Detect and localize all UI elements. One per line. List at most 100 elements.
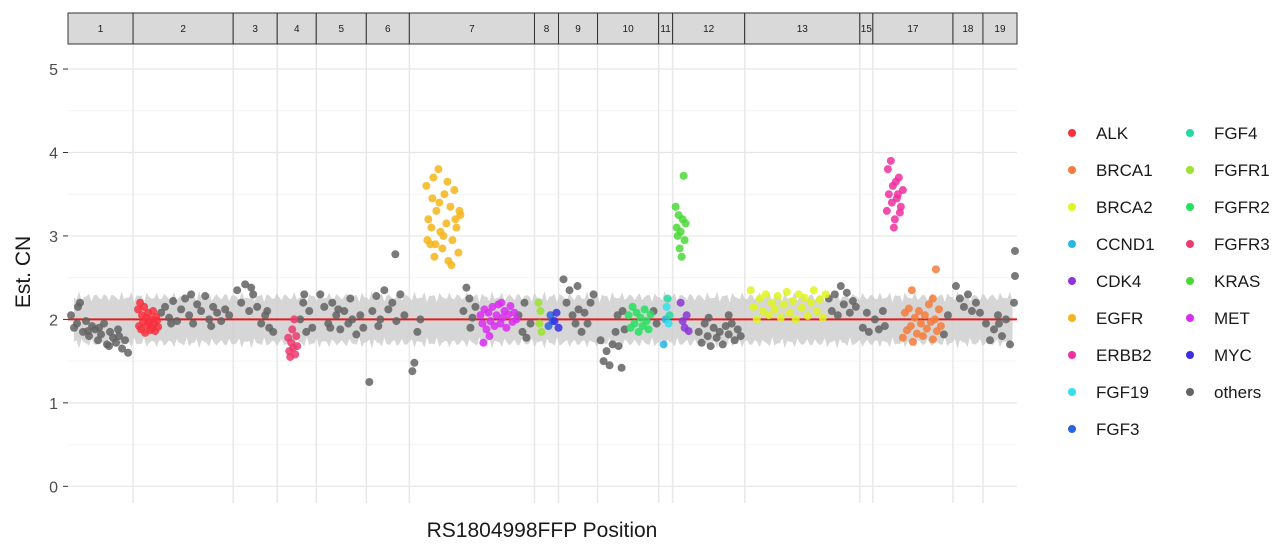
legend-key-fgf19 <box>1068 388 1076 396</box>
data-point-brca2 <box>774 292 782 300</box>
data-point-others <box>1011 247 1019 255</box>
data-point-egfr <box>450 186 458 194</box>
data-point-others <box>105 342 113 350</box>
data-point-brca1 <box>929 335 937 343</box>
data-point-brca2 <box>753 315 761 323</box>
y-axis: 0 1 2 3 4 5 <box>49 62 68 496</box>
data-point-others <box>114 325 122 333</box>
data-point-met <box>497 299 505 307</box>
data-point-others <box>326 324 334 332</box>
data-point-others <box>305 307 313 315</box>
data-point-others <box>972 299 980 307</box>
data-point-egfr <box>424 215 432 223</box>
data-point-brca2 <box>792 315 800 323</box>
data-point-others <box>863 309 871 317</box>
data-point-others <box>372 292 380 300</box>
data-point-brca2 <box>798 304 806 312</box>
data-point-others <box>526 320 534 328</box>
data-point-others <box>410 359 418 367</box>
data-point-others <box>95 324 103 332</box>
data-point-egfr <box>455 207 463 215</box>
data-point-cdk4 <box>677 299 685 307</box>
data-point-others <box>719 340 727 348</box>
data-point-erbb2 <box>885 190 893 198</box>
data-point-others <box>956 295 964 303</box>
data-point-egfr <box>440 190 448 198</box>
legend-label-alk: ALK <box>1096 124 1129 143</box>
data-point-others <box>964 290 972 298</box>
data-point-fgfr3 <box>290 315 298 323</box>
data-point-erbb2 <box>883 207 891 215</box>
data-point-erbb2 <box>892 178 900 186</box>
data-point-others <box>396 290 404 298</box>
y-tick-label: 1 <box>49 396 58 413</box>
data-point-egfr <box>423 236 431 244</box>
data-point-brca2 <box>810 286 818 294</box>
data-point-fgf4 <box>664 295 672 303</box>
data-point-others <box>612 328 620 336</box>
x-axis-title: RS1804998FFP Position <box>427 519 658 540</box>
chromosome-label: 8 <box>544 24 550 35</box>
data-point-others <box>522 334 530 342</box>
data-point-brca1 <box>932 265 940 273</box>
legend-label-fgf4: FGF4 <box>1214 124 1257 143</box>
data-point-met <box>512 315 520 323</box>
data-point-others <box>581 309 589 317</box>
data-point-brca2 <box>822 290 830 298</box>
data-point-egfr <box>447 261 455 269</box>
data-point-others <box>316 290 324 298</box>
data-point-others <box>346 295 354 303</box>
data-point-others <box>695 328 703 336</box>
data-point-egfr <box>431 240 439 248</box>
data-point-others <box>879 307 887 315</box>
legend-label-fgf19: FGF19 <box>1096 383 1149 402</box>
data-point-others <box>201 292 209 300</box>
data-point-brca1 <box>899 334 907 342</box>
data-point-others <box>986 336 994 344</box>
y-tick-label: 0 <box>49 479 58 496</box>
data-point-egfr <box>452 224 460 232</box>
legend-key-alk <box>1068 129 1076 137</box>
data-point-egfr <box>432 207 440 215</box>
data-point-kras <box>678 253 686 261</box>
data-point-erbb2 <box>896 209 904 217</box>
data-point-egfr <box>448 236 456 244</box>
legend-key-kras <box>1186 277 1194 285</box>
data-point-brca1 <box>911 314 919 322</box>
data-point-brca1 <box>929 295 937 303</box>
data-point-others <box>584 320 592 328</box>
data-point-others <box>865 328 873 336</box>
data-point-egfr <box>429 174 437 182</box>
data-points <box>67 157 1019 386</box>
data-point-others <box>121 336 129 344</box>
data-point-others <box>169 297 177 305</box>
data-point-others <box>365 378 373 386</box>
data-point-brca1 <box>937 322 945 330</box>
data-point-others <box>653 320 661 328</box>
data-point-others <box>968 307 976 315</box>
data-point-others <box>698 339 706 347</box>
data-point-others <box>408 367 416 375</box>
data-point-others <box>520 299 528 307</box>
data-point-egfr <box>443 178 451 186</box>
data-point-fgf19 <box>665 320 673 328</box>
legend-key-erbb2 <box>1068 351 1076 359</box>
data-point-others <box>843 289 851 297</box>
data-point-others <box>400 311 408 319</box>
data-point-cdk4 <box>683 311 691 319</box>
data-point-kras <box>682 219 690 227</box>
data-point-egfr <box>439 232 447 240</box>
legend-label-kras: KRAS <box>1214 272 1260 291</box>
data-point-others <box>737 332 745 340</box>
data-point-others <box>299 299 307 307</box>
data-point-brca1 <box>909 338 917 346</box>
legend-label-others: others <box>1214 383 1261 402</box>
data-point-others <box>837 282 845 290</box>
data-point-brca1 <box>908 286 916 294</box>
data-point-kras <box>681 236 689 244</box>
data-point-others <box>356 311 364 319</box>
legend-label-erbb2: ERBB2 <box>1096 346 1152 365</box>
data-point-brca1 <box>907 322 915 330</box>
chromosome-label: 3 <box>252 24 258 35</box>
data-point-others <box>1010 299 1018 307</box>
